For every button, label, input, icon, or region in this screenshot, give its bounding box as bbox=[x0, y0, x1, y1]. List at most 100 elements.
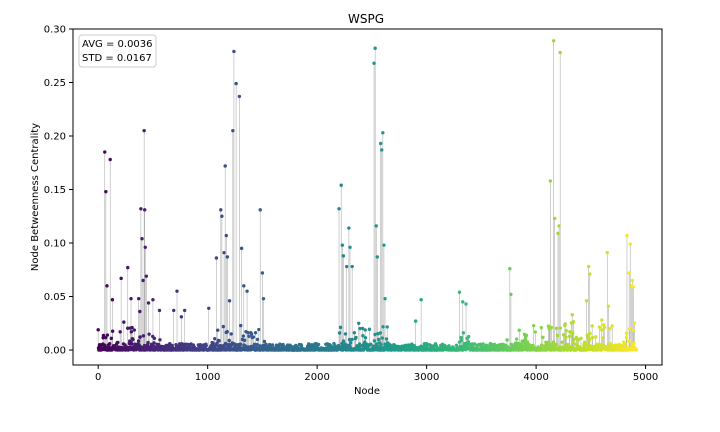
data-point bbox=[461, 300, 465, 304]
data-point bbox=[105, 284, 109, 288]
data-point bbox=[458, 344, 463, 348]
data-point bbox=[571, 320, 576, 324]
data-point bbox=[215, 341, 219, 345]
data-point bbox=[234, 81, 238, 86]
data-point bbox=[357, 342, 362, 346]
stats-box-frame bbox=[78, 34, 157, 68]
x-tick-label: 0 bbox=[95, 372, 101, 383]
data-point bbox=[541, 335, 545, 340]
data-point bbox=[602, 325, 607, 330]
data-point bbox=[231, 128, 235, 133]
data-point bbox=[358, 326, 362, 331]
data-point bbox=[521, 345, 525, 349]
data-point bbox=[608, 326, 612, 331]
data-point bbox=[270, 343, 275, 347]
x-tick-label: 3000 bbox=[414, 372, 439, 383]
data-point bbox=[337, 207, 341, 211]
data-point bbox=[375, 255, 380, 259]
data-point bbox=[632, 341, 636, 346]
x-tick-label: 5000 bbox=[633, 372, 658, 383]
data-point bbox=[548, 179, 553, 183]
data-point bbox=[384, 337, 389, 341]
data-point bbox=[211, 341, 215, 346]
data-point bbox=[524, 333, 529, 338]
data-point bbox=[634, 348, 639, 352]
data-point bbox=[110, 298, 115, 302]
data-point bbox=[258, 208, 262, 212]
avg-label: AVG = 0.0036 bbox=[82, 39, 153, 50]
data-point bbox=[354, 335, 358, 340]
data-point bbox=[207, 306, 211, 310]
data-point bbox=[267, 342, 272, 347]
data-point bbox=[138, 309, 142, 314]
data-point bbox=[562, 348, 566, 352]
y-tick-label: 0.20 bbox=[44, 132, 66, 143]
data-point bbox=[222, 250, 226, 255]
data-point bbox=[519, 342, 524, 346]
data-point bbox=[624, 331, 629, 335]
data-point bbox=[586, 264, 591, 269]
data-point bbox=[374, 224, 378, 228]
data-point bbox=[472, 342, 477, 346]
data-point bbox=[129, 341, 134, 346]
data-point bbox=[632, 321, 637, 325]
y-axis: 0.00 0.05 0.10 0.15 0.20 0.25 0.30 bbox=[44, 25, 73, 357]
data-point bbox=[601, 323, 606, 327]
data-point bbox=[361, 334, 365, 338]
data-point bbox=[179, 315, 184, 319]
data-point bbox=[553, 216, 557, 221]
data-point bbox=[220, 214, 224, 218]
data-point bbox=[204, 343, 208, 348]
data-point bbox=[143, 208, 147, 212]
data-point bbox=[567, 334, 572, 339]
data-point bbox=[373, 46, 377, 50]
data-point bbox=[249, 332, 254, 336]
data-point bbox=[182, 308, 187, 313]
data-point bbox=[600, 336, 605, 340]
data-point bbox=[129, 296, 133, 301]
data-point bbox=[575, 343, 579, 347]
data-point bbox=[257, 327, 261, 332]
x-tick-label: 4000 bbox=[523, 372, 548, 383]
data-point bbox=[225, 255, 230, 259]
data-point bbox=[457, 290, 462, 294]
data-point bbox=[533, 330, 538, 334]
data-point bbox=[216, 328, 220, 332]
data-point bbox=[144, 274, 149, 278]
data-point bbox=[132, 328, 137, 332]
x-tick-label: 1000 bbox=[195, 372, 220, 383]
data-point bbox=[350, 264, 354, 269]
x-tick-label: 2000 bbox=[304, 372, 329, 383]
y-tick-label: 0.15 bbox=[44, 185, 66, 196]
data-point bbox=[142, 128, 146, 133]
data-point bbox=[251, 335, 256, 339]
data-point bbox=[136, 339, 141, 343]
data-point bbox=[141, 278, 145, 283]
y-tick-label: 0.00 bbox=[44, 346, 66, 357]
data-point bbox=[570, 313, 574, 317]
y-tick-label: 0.05 bbox=[44, 292, 66, 303]
data-point bbox=[459, 338, 464, 343]
data-point bbox=[227, 338, 231, 343]
data-point bbox=[372, 339, 377, 343]
data-point bbox=[624, 335, 629, 340]
data-point bbox=[631, 328, 635, 333]
data-point bbox=[237, 94, 242, 99]
data-point bbox=[599, 328, 604, 332]
data-point bbox=[556, 231, 560, 236]
data-point bbox=[517, 328, 521, 332]
data-point bbox=[514, 337, 519, 341]
data-point bbox=[131, 337, 135, 342]
data-point bbox=[152, 341, 156, 345]
data-point bbox=[238, 342, 243, 346]
data-point bbox=[223, 164, 227, 168]
data-point bbox=[217, 339, 221, 343]
data-point bbox=[569, 348, 573, 352]
y-tick-label: 0.25 bbox=[44, 78, 66, 89]
data-point bbox=[378, 331, 383, 335]
data-point bbox=[139, 207, 143, 211]
data-point bbox=[128, 345, 132, 349]
data-point bbox=[172, 308, 176, 313]
